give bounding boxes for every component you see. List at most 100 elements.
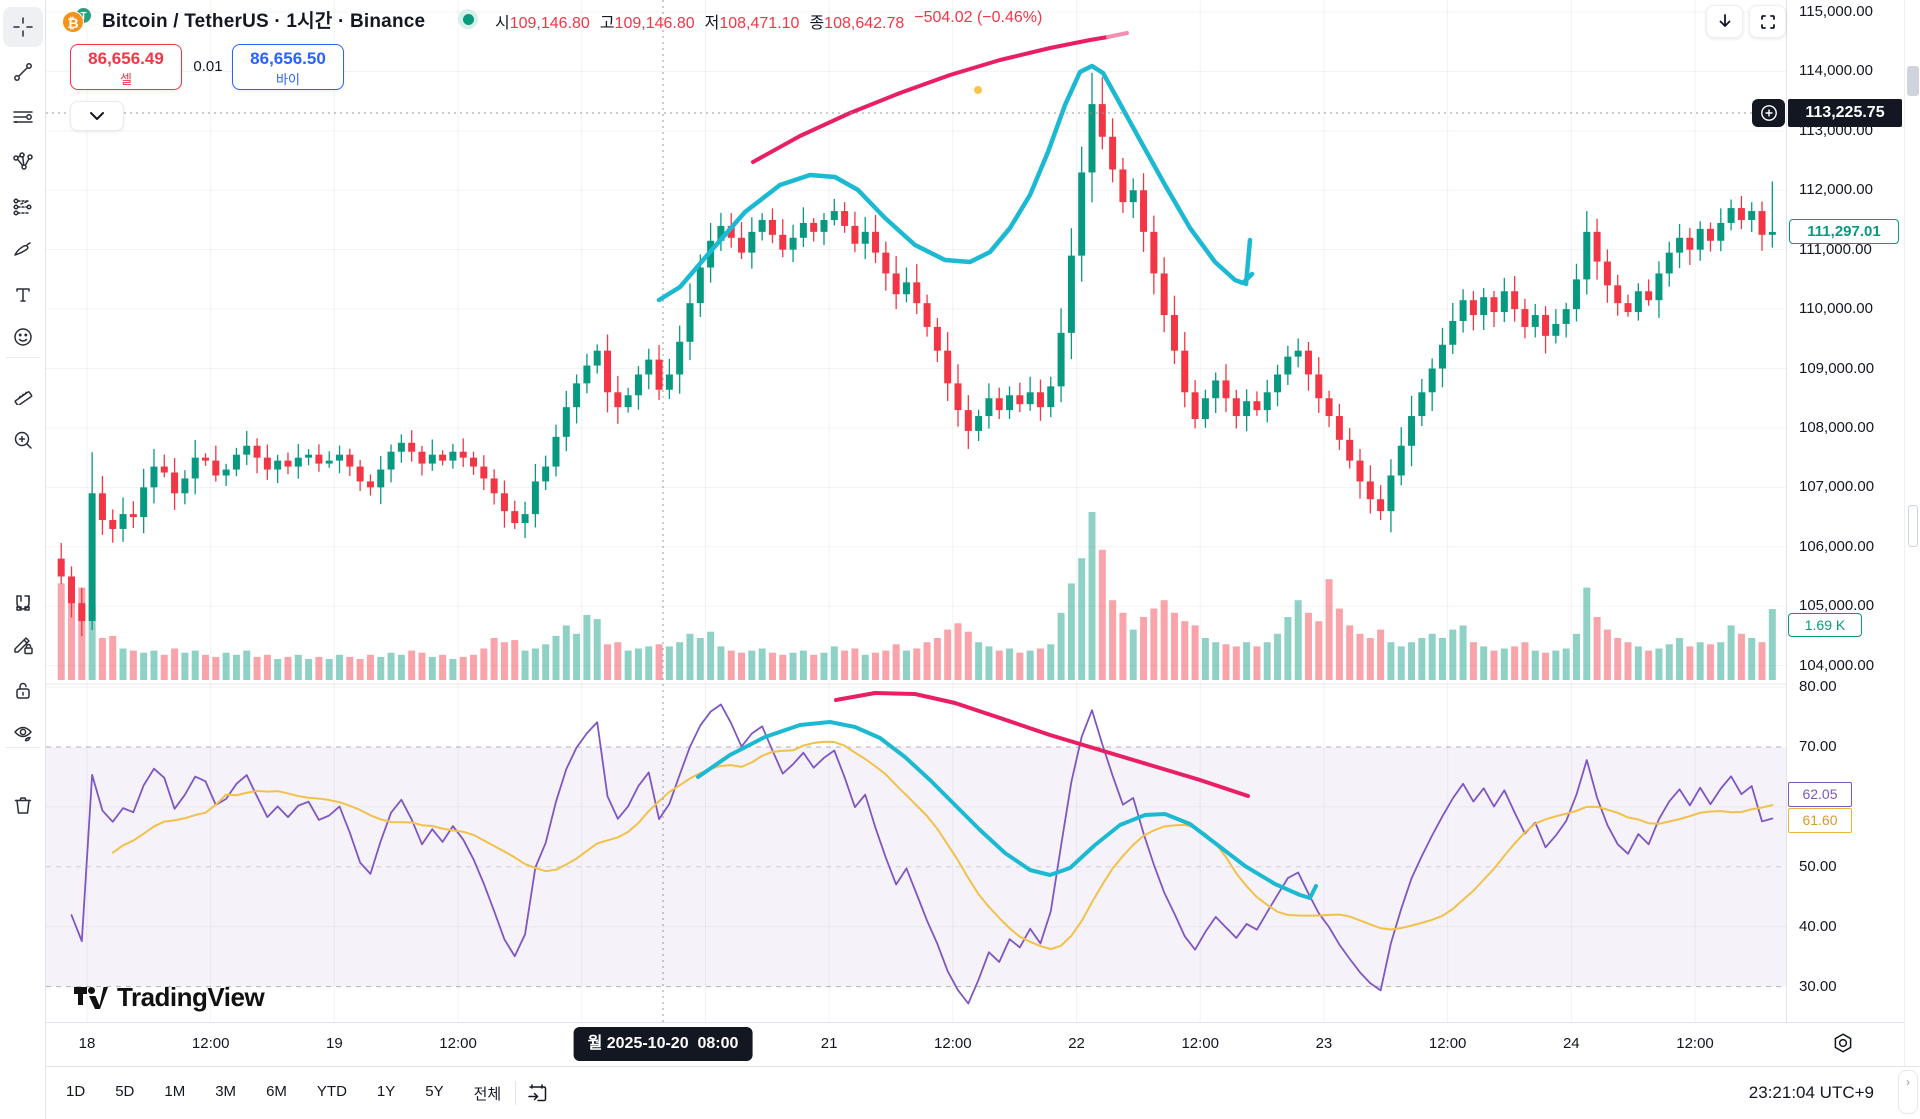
xabcd-pattern-icon (13, 152, 33, 170)
time-tick: 12:00 (934, 1035, 972, 1052)
range-button-1m[interactable]: 1M (164, 1082, 186, 1100)
price-tick: 106,000.00 (1799, 537, 1875, 555)
rsi-tick: 70.00 (1799, 738, 1837, 755)
trend-line-tool-button[interactable] (3, 52, 43, 92)
range-button-1y[interactable]: 1Y (376, 1082, 396, 1100)
tradingview-wordmark: TradingView (117, 982, 265, 1012)
rsi-value-label: 62.05 (1788, 782, 1852, 807)
plus-circle-icon (1760, 105, 1777, 121)
drawing-toolbar (0, 0, 46, 1119)
range-button-1d[interactable]: 1D (66, 1082, 86, 1100)
price-tick: 115,000.00 (1799, 3, 1873, 20)
rsi-tick: 30.00 (1799, 977, 1837, 995)
pair-icon: ₿ T (62, 6, 92, 33)
quantity-field[interactable]: 0.01 (193, 58, 223, 75)
buy-button[interactable]: 86,656.50 바이 (232, 44, 344, 90)
collapse-widget-button[interactable] (70, 101, 124, 131)
range-button-6m[interactable]: 6M (266, 1082, 287, 1100)
timezone-settings-button[interactable] (1832, 1032, 1854, 1059)
right-scroll-gutter[interactable] (1904, 0, 1920, 1066)
ohlc-item: 고109,146.80 (599, 15, 695, 32)
go-to-date-button[interactable] (526, 1082, 548, 1104)
time-axis[interactable]: 월 2025-10-20 08:00 1812:001912:002012:00… (0, 1022, 1920, 1066)
crosshair-icon (13, 17, 33, 37)
time-tick: 12:00 (1181, 1035, 1219, 1052)
expand-panel-button[interactable]: › (1898, 1070, 1918, 1114)
axis-scroll-handle[interactable] (1908, 505, 1918, 547)
toolbar-separator (6, 747, 40, 748)
rsi-tick: 40.00 (1799, 917, 1837, 935)
time-tick: 12:00 (1428, 1035, 1467, 1052)
horizontal-lines-icon (13, 111, 33, 124)
chart-canvas[interactable] (46, 0, 1786, 1022)
lock-icon (16, 682, 30, 699)
range-button-5d[interactable]: 5D (115, 1082, 135, 1100)
bitcoin-icon: ₿ (62, 10, 84, 33)
price-tick: 111,000.00 (1799, 240, 1872, 258)
crosshair-price-label: 113,225.75 (1788, 99, 1902, 127)
text-icon (16, 288, 30, 302)
brush-icon (14, 242, 31, 256)
hide-drawings-icon (14, 726, 32, 742)
forecast-icon (13, 198, 32, 216)
tradingview-mark-icon (74, 986, 108, 1009)
volume-value-label: 1.69 K (1788, 613, 1862, 637)
trend-line-icon (14, 63, 32, 81)
buy-label: 바이 (276, 72, 300, 87)
calendar-goto-icon (528, 1084, 547, 1102)
download-button[interactable] (1706, 5, 1743, 38)
crosshair-add-alert-button[interactable] (1752, 99, 1785, 127)
hide-drawings-tool-button[interactable] (3, 713, 43, 753)
toolbar-divider (515, 1081, 517, 1105)
lock-tool-button[interactable] (3, 670, 43, 710)
forecast-tool-button[interactable] (3, 187, 43, 227)
draw-edit-tool-button[interactable] (3, 625, 43, 665)
tradingview-logo[interactable]: TradingView (74, 982, 265, 1013)
rsi-ma-value-label: 61.60 (1788, 808, 1852, 833)
range-button-전체[interactable]: 전체 (473, 1085, 502, 1103)
range-button-5y[interactable]: 5Y (425, 1082, 444, 1100)
symbol-row: ₿ T Bitcoin / TetherUS · 1시간 · Binance (62, 6, 425, 33)
crosshair-tool-button[interactable] (3, 7, 43, 47)
fullscreen-icon (1760, 14, 1775, 29)
market-status-icon (458, 9, 478, 29)
time-tick: 12:00 (191, 1035, 230, 1052)
emoji-tool-button[interactable] (3, 317, 43, 357)
trash-icon (14, 797, 32, 814)
xabcd-pattern-tool-button[interactable] (3, 142, 43, 182)
last-price-label: 111,297.01 (1789, 219, 1899, 244)
rsi-tick: 50.00 (1799, 857, 1837, 875)
range-button-ytd[interactable]: YTD (316, 1082, 347, 1100)
chevron-down-icon (90, 112, 104, 120)
fullscreen-button[interactable] (1749, 5, 1786, 38)
buy-price: 86,656.50 (250, 49, 326, 68)
ruler-tool-button[interactable] (3, 375, 43, 415)
time-tick: 18 (78, 1035, 96, 1052)
magnet-tool-button[interactable] (3, 583, 43, 623)
sell-price: 86,656.49 (88, 49, 164, 68)
range-button-3m[interactable]: 3M (215, 1082, 237, 1100)
price-tick: 108,000.00 (1799, 418, 1875, 436)
ohlc-change: −504.02 (−0.46%) (914, 9, 1043, 26)
text-tool-button[interactable] (3, 275, 43, 315)
sell-button[interactable]: 86,656.49 셀 (70, 44, 182, 90)
axis-collapse-handle[interactable] (1907, 66, 1919, 96)
clock[interactable]: 23:21:04 UTC+9 (1748, 1083, 1874, 1102)
time-tick: 24 (1562, 1035, 1580, 1052)
price-tick: 107,000.00 (1799, 478, 1875, 496)
brush-tool-button[interactable] (3, 230, 43, 270)
ohlc-item: 저108,471.10 (704, 15, 800, 32)
ohlc-row: −504.02 (−0.46%) 시109,146.80 고109,146.80 저… (495, 9, 1042, 33)
trash-tool-button[interactable] (3, 785, 43, 825)
range-buttons: 1D 5D 1M 3M 6M YTD 1Y 5Y 전체 (58, 1078, 509, 1109)
symbol-title[interactable]: Bitcoin / TetherUS · 1시간 · Binance (102, 11, 426, 32)
time-tick: 12:00 (1676, 1035, 1714, 1052)
price-axis[interactable]: 115,000.00 114,000.00 113,000.00 112,000.00… (1786, 0, 1904, 1022)
ohlc-item: 종108,642.78 (809, 15, 905, 32)
zoom-in-tool-button[interactable] (3, 420, 43, 460)
price-tick: 110,000.00 (1799, 300, 1873, 318)
horizontal-lines-tool-button[interactable] (3, 97, 43, 137)
ohlc-item: 시109,146.80 (495, 15, 590, 32)
magnet-icon (16, 595, 30, 611)
